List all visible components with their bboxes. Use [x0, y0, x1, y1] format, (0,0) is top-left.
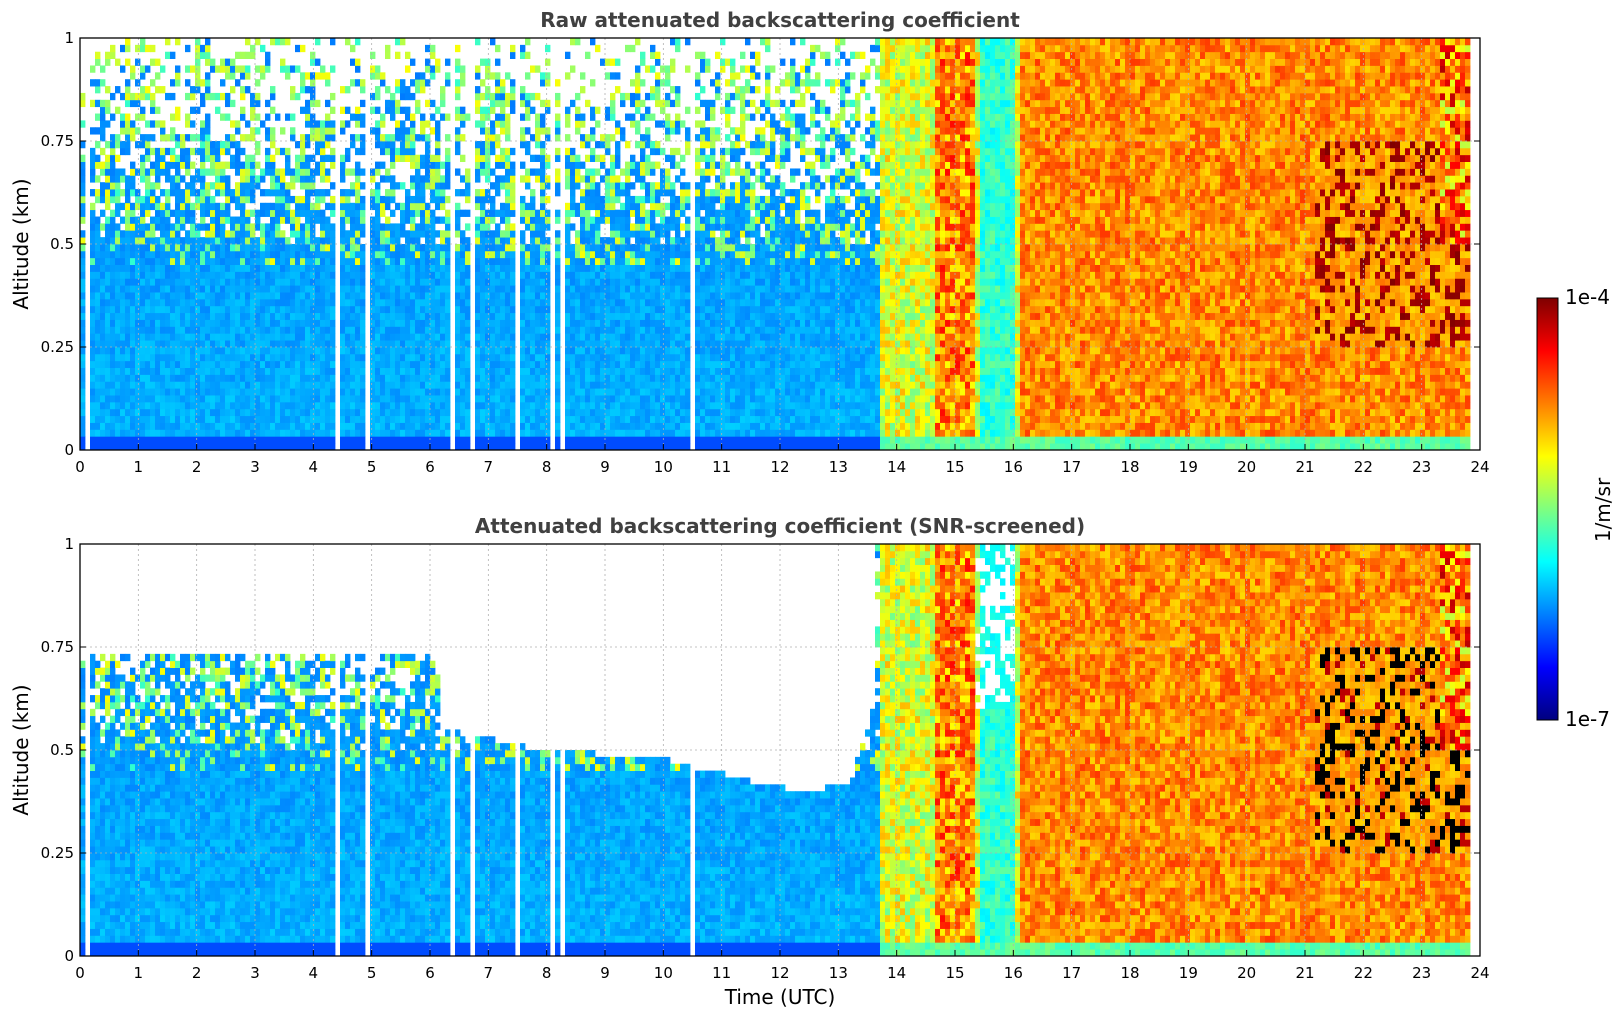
y-tick-label: 1 — [64, 535, 74, 553]
x-tick-label: 2 — [192, 964, 202, 982]
y-axis-ticks: 0 0.25 0.5 0.75 1 — [41, 535, 1480, 965]
x-tick-label: 8 — [542, 458, 552, 476]
x-tick-label: 2 — [192, 458, 202, 476]
y-axis-label: Altitude (km) — [9, 178, 33, 309]
y-tick-label: 0.75 — [41, 132, 74, 150]
y-tick-label: 0.25 — [41, 844, 74, 862]
x-tick-label: 15 — [945, 458, 964, 476]
x-tick-label: 11 — [712, 458, 731, 476]
x-tick-label: 4 — [309, 458, 319, 476]
x-tick-label: 7 — [484, 458, 494, 476]
x-tick-label: 0 — [75, 964, 85, 982]
x-tick-label: 5 — [367, 964, 377, 982]
x-tick-label: 7 — [484, 964, 494, 982]
y-tick-label: 0.75 — [41, 638, 74, 656]
x-tick-label: 24 — [1470, 964, 1489, 982]
x-tick-label: 9 — [600, 964, 610, 982]
x-tick-label: 13 — [829, 964, 848, 982]
x-tick-label: 20 — [1237, 458, 1256, 476]
panel-title: Attenuated backscattering coefficient (S… — [475, 514, 1085, 538]
y-tick-label: 0 — [64, 947, 74, 965]
x-tick-label: 12 — [770, 458, 789, 476]
colorbar: 1e-4 1e-7 1/m/sr — [1536, 285, 1615, 731]
x-tick-label: 5 — [367, 458, 377, 476]
x-tick-label: 16 — [1004, 458, 1023, 476]
colorbar-max-label: 1e-4 — [1565, 285, 1610, 309]
colorbar-gradient — [1536, 297, 1559, 721]
y-axis-ticks: 0 0.25 0.5 0.75 1 — [41, 29, 1480, 459]
x-tick-label: 19 — [1179, 964, 1198, 982]
x-tick-label: 3 — [250, 458, 260, 476]
x-tick-label: 23 — [1412, 458, 1431, 476]
x-tick-label: 14 — [887, 964, 906, 982]
x-tick-label: 14 — [887, 458, 906, 476]
panel-raw: Raw attenuated backscattering coefficien… — [9, 8, 1490, 476]
x-tick-label: 9 — [600, 458, 610, 476]
x-tick-label: 13 — [829, 458, 848, 476]
x-tick-label: 21 — [1295, 964, 1314, 982]
x-tick-label: 1 — [134, 964, 144, 982]
x-tick-label: 17 — [1062, 458, 1081, 476]
heatmap-area — [80, 38, 1471, 450]
colorbar-label: 1/m/sr — [1591, 477, 1615, 542]
y-tick-label: 1 — [64, 29, 74, 47]
panel-snr-screened: Attenuated backscattering coefficient (S… — [9, 514, 1490, 1009]
grid — [80, 544, 1480, 956]
y-axis-label: Altitude (km) — [9, 684, 33, 815]
x-tick-label: 20 — [1237, 964, 1256, 982]
x-tick-label: 23 — [1412, 964, 1431, 982]
panel-title: Raw attenuated backscattering coefficien… — [540, 8, 1020, 32]
y-tick-label: 0.5 — [50, 235, 74, 253]
x-tick-label: 1 — [134, 458, 144, 476]
x-tick-label: 18 — [1120, 964, 1139, 982]
y-tick-label: 0 — [64, 441, 74, 459]
x-axis-label: Time (UTC) — [724, 985, 836, 1009]
x-tick-label: 22 — [1354, 964, 1373, 982]
x-tick-label: 6 — [425, 964, 435, 982]
x-tick-label: 4 — [309, 964, 319, 982]
x-tick-label: 12 — [770, 964, 789, 982]
x-tick-label: 17 — [1062, 964, 1081, 982]
x-tick-label: 10 — [654, 458, 673, 476]
x-tick-label: 21 — [1295, 458, 1314, 476]
x-tick-label: 24 — [1470, 458, 1489, 476]
x-tick-label: 22 — [1354, 458, 1373, 476]
x-tick-label: 15 — [945, 964, 964, 982]
x-tick-label: 6 — [425, 458, 435, 476]
x-tick-label: 3 — [250, 964, 260, 982]
x-tick-label: 10 — [654, 964, 673, 982]
y-tick-label: 0.5 — [50, 741, 74, 759]
x-tick-label: 8 — [542, 964, 552, 982]
x-tick-label: 0 — [75, 458, 85, 476]
x-axis-ticks: 0 1 2 3 4 5 6 7 8 9 10 11 12 13 14 15 16 17 18 19 20 21 22 23 24 — [75, 444, 1490, 476]
x-tick-label: 18 — [1120, 458, 1139, 476]
grid — [80, 38, 1480, 450]
x-axis-ticks: 0 1 2 3 4 5 6 7 8 9 10 11 12 13 14 15 16 17 18 19 20 21 22 23 24 — [75, 950, 1490, 982]
colorbar-min-label: 1e-7 — [1565, 707, 1610, 731]
y-tick-label: 0.25 — [41, 338, 74, 356]
x-tick-label: 19 — [1179, 458, 1198, 476]
x-tick-label: 11 — [712, 964, 731, 982]
x-tick-label: 16 — [1004, 964, 1023, 982]
heatmap-area — [80, 544, 1471, 956]
